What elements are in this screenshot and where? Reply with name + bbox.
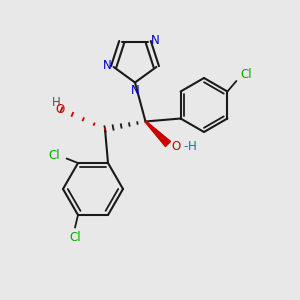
Text: N: N — [130, 83, 140, 97]
Text: H: H — [52, 96, 61, 110]
Text: H: H — [188, 140, 197, 153]
Text: Cl: Cl — [240, 68, 252, 82]
Text: O: O — [56, 103, 64, 116]
Text: -: - — [184, 140, 188, 153]
Polygon shape — [145, 121, 170, 146]
Text: O: O — [172, 140, 181, 153]
Text: Cl: Cl — [49, 149, 60, 162]
Text: Cl: Cl — [69, 231, 81, 244]
Text: N: N — [151, 34, 159, 47]
Text: N: N — [103, 59, 111, 72]
